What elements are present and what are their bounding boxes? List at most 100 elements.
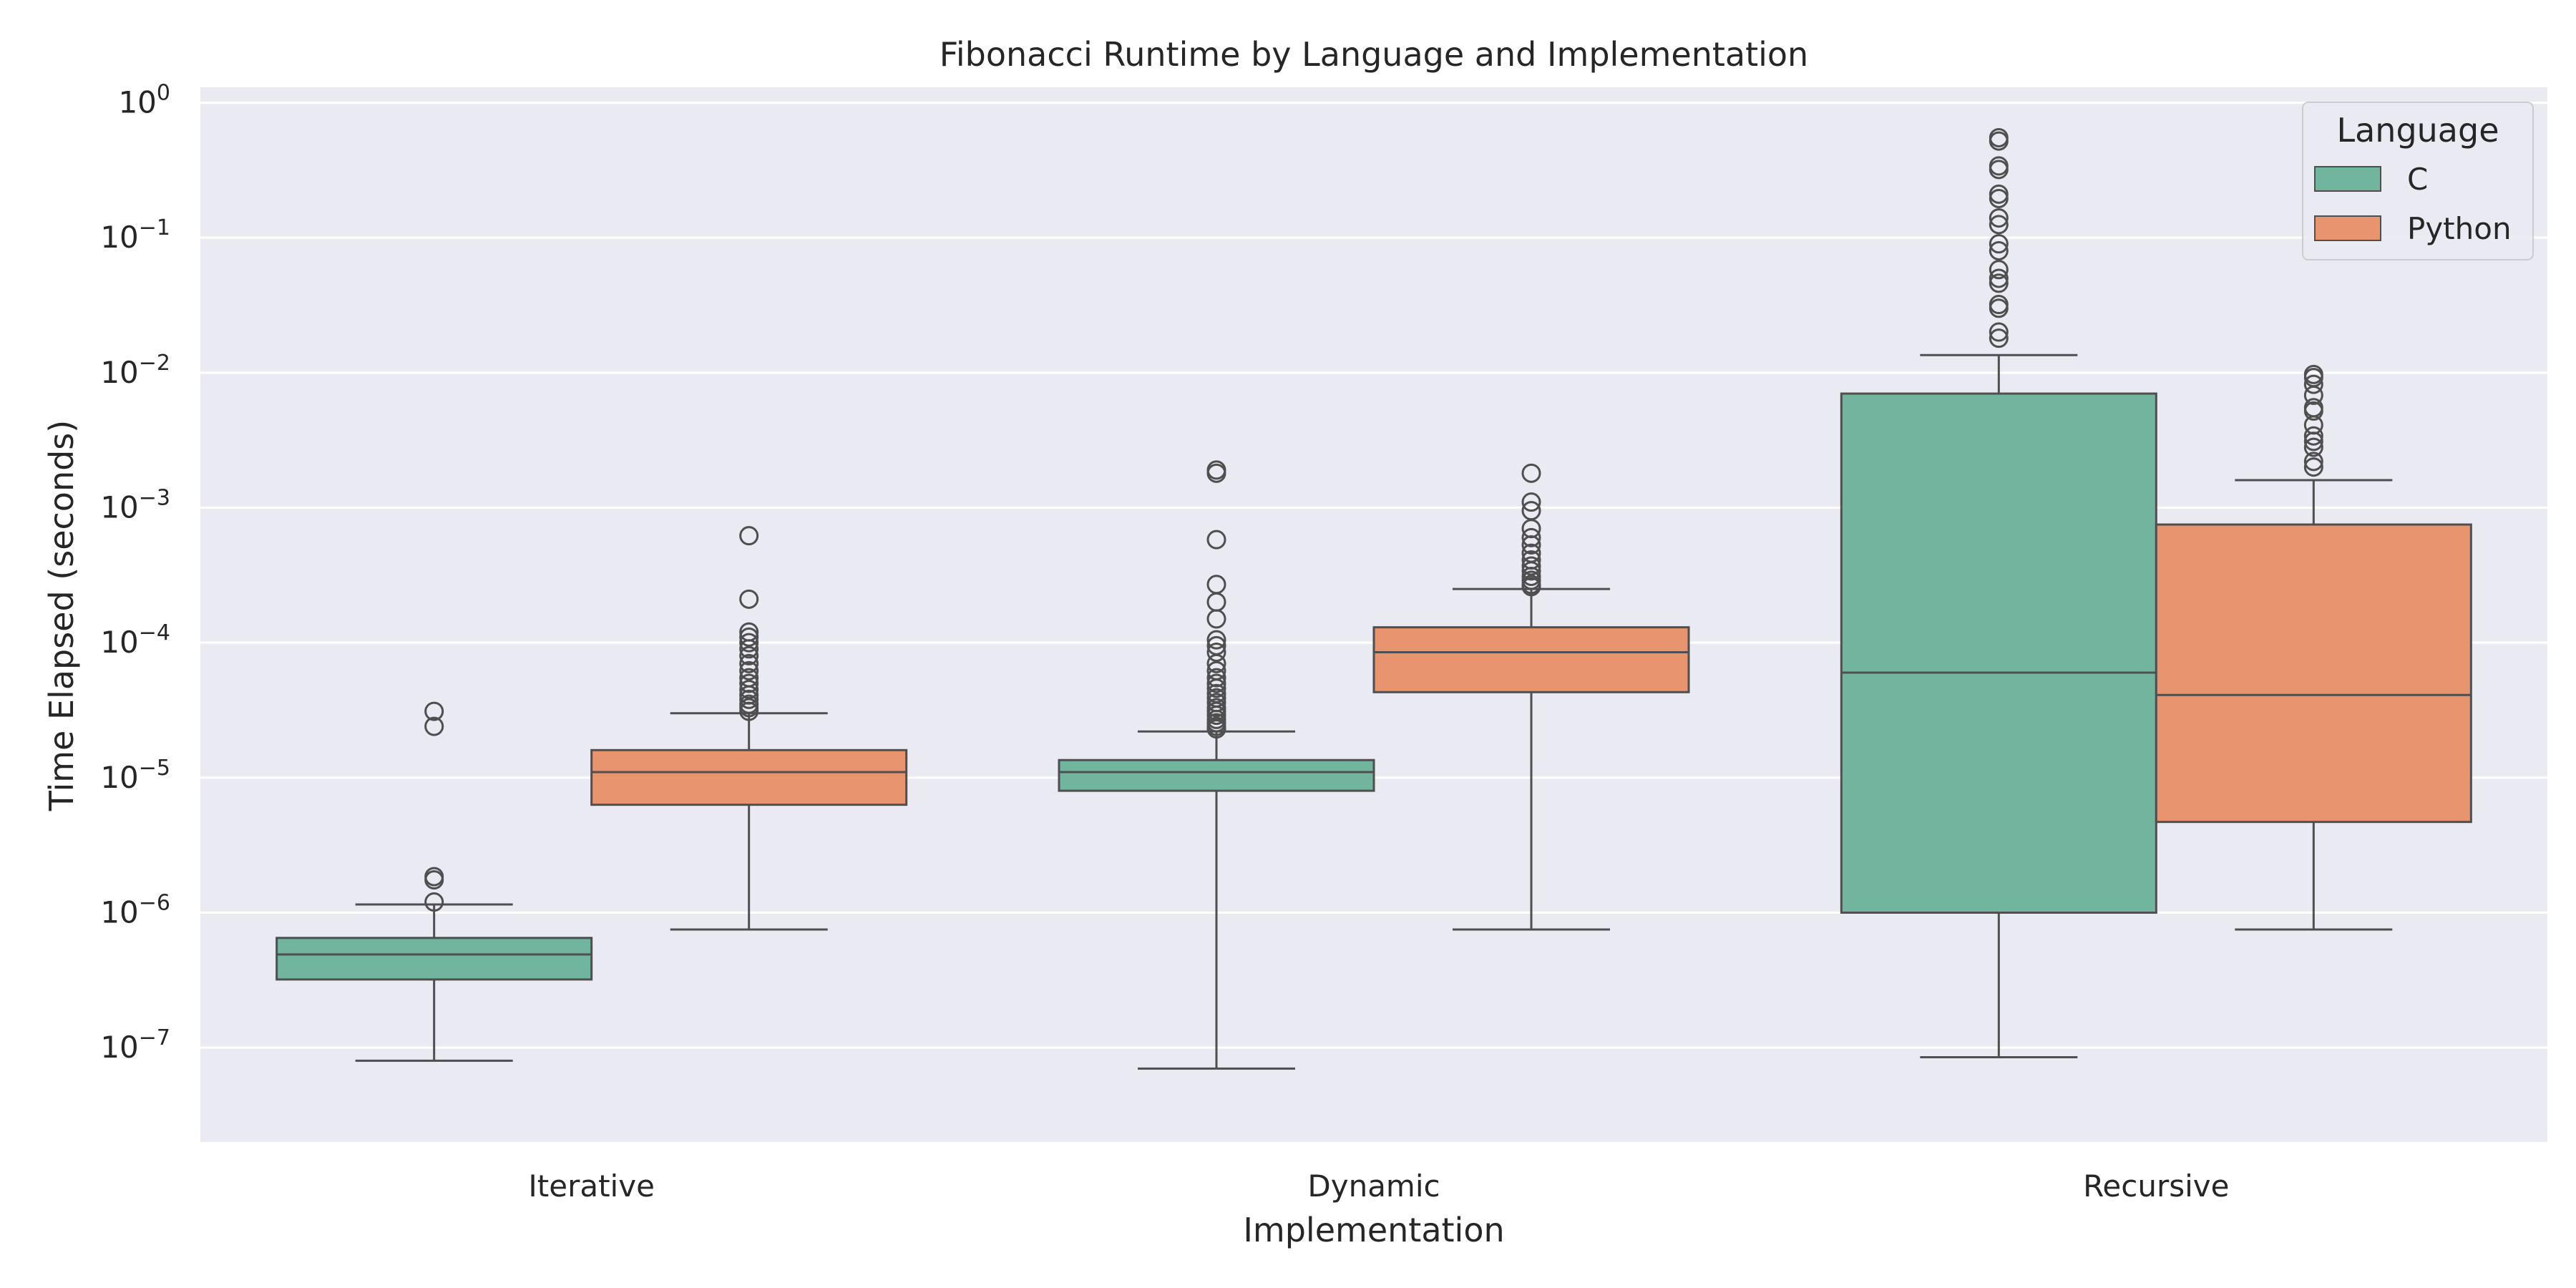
- outlier-point: [1206, 642, 1226, 662]
- outlier-point: [1989, 188, 2009, 208]
- outlier-point: [1521, 556, 1541, 576]
- y-tick-label: 10−1: [100, 215, 170, 255]
- outlier-point: [1206, 630, 1226, 650]
- outlier-point: [1206, 463, 1226, 483]
- y-tick-base: 10: [100, 894, 138, 930]
- y-tick-exponent: −1: [139, 215, 170, 240]
- outlier-point: [1521, 577, 1541, 597]
- x-tick-label: Dynamic: [1307, 1169, 1440, 1204]
- y-tick-exponent: 0: [157, 80, 170, 105]
- legend-swatch-c: [2314, 166, 2381, 192]
- y-tick-base: 10: [100, 355, 138, 390]
- box-iqr: [1372, 626, 1690, 693]
- y-tick-exponent: −4: [139, 620, 170, 645]
- outlier-point: [1521, 492, 1541, 512]
- box-c-dynamic: [1058, 460, 1375, 1070]
- y-tick-base: 10: [100, 1030, 138, 1065]
- legend-swatch-python: [2314, 215, 2381, 241]
- y-tick-label: 10−5: [100, 756, 170, 795]
- outlier-point: [1989, 273, 2009, 293]
- outlier-point: [739, 701, 759, 721]
- outlier-point: [1989, 322, 2009, 342]
- outlier-point: [2303, 452, 2323, 472]
- y-tick-base: 10: [100, 760, 138, 795]
- outlier-point: [1521, 561, 1541, 581]
- y-tick-label: 10−3: [100, 485, 170, 525]
- outlier-point: [1989, 240, 2009, 260]
- box-iqr: [1840, 392, 2157, 914]
- outlier-point: [2303, 426, 2323, 446]
- x-tick-labels: Iterative Dynamic Recursive: [528, 1169, 2229, 1204]
- box-c-recursive: [1840, 127, 2157, 1058]
- legend-label-python: Python: [2407, 211, 2512, 246]
- outlier-point: [1989, 298, 2009, 318]
- outlier-point: [1989, 234, 2009, 254]
- y-tick-exponent: −3: [139, 485, 170, 510]
- outlier-point: [2303, 431, 2323, 452]
- outlier-point: [2303, 437, 2323, 457]
- outlier-point: [739, 633, 759, 653]
- outlier-point: [1989, 215, 2009, 235]
- outlier-point: [424, 716, 444, 736]
- outlier-point: [739, 589, 759, 609]
- box-c-iterative: [275, 701, 593, 1062]
- x-tick-label: Iterative: [528, 1169, 655, 1204]
- outlier-point: [1206, 609, 1226, 629]
- outlier-point: [739, 689, 759, 709]
- x-axis-label: Implementation: [1243, 1211, 1504, 1249]
- outlier-point: [1989, 131, 2009, 151]
- outlier-point: [739, 673, 759, 693]
- outlier-point: [1989, 160, 2009, 180]
- outlier-point: [2303, 374, 2323, 394]
- outlier-point: [2303, 457, 2323, 477]
- outlier-point: [1206, 673, 1226, 693]
- boxes: [275, 127, 2472, 1070]
- box-python-iterative: [590, 526, 908, 931]
- y-axis-label: Time Elapsed (seconds): [42, 420, 81, 811]
- x-tick-label: Recursive: [2083, 1169, 2229, 1204]
- y-tick-label: 10−2: [100, 351, 170, 390]
- outlier-point: [1521, 527, 1541, 547]
- y-tick-label: 100: [118, 80, 170, 119]
- outlier-point: [1521, 463, 1541, 483]
- outlier-point: [2303, 401, 2323, 421]
- y-tick-base: 10: [100, 489, 138, 525]
- y-tick-exponent: −5: [139, 756, 170, 781]
- y-tick-exponent: −7: [139, 1025, 170, 1050]
- outlier-point: [739, 526, 759, 546]
- outlier-point: [1206, 719, 1226, 739]
- outlier-point: [424, 870, 444, 890]
- y-tick-base: 10: [118, 84, 156, 119]
- y-tick-exponent: −2: [139, 351, 170, 376]
- box-python-dynamic: [1372, 463, 1690, 931]
- legend: Language C Python: [2302, 102, 2534, 260]
- outlier-point: [1206, 668, 1226, 688]
- legend-label-c: C: [2407, 162, 2428, 197]
- outlier-point: [2303, 385, 2323, 405]
- outlier-point: [1206, 653, 1226, 673]
- y-tick-label: 10−6: [100, 890, 170, 930]
- outlier-point: [739, 639, 759, 659]
- y-tick-base: 10: [100, 220, 138, 255]
- outlier-point: [424, 701, 444, 721]
- y-tick-exponent: −6: [139, 890, 170, 915]
- box-python-recursive: [2155, 364, 2472, 931]
- outlier-point: [1206, 678, 1226, 698]
- box-iqr: [2155, 523, 2472, 824]
- y-tick-base: 10: [100, 625, 138, 660]
- outlier-point: [1989, 268, 2009, 288]
- outlier-point: [739, 627, 759, 647]
- outlier-point: [1989, 260, 2009, 280]
- outlier-point: [1989, 328, 2009, 348]
- outlier-point: [739, 653, 759, 673]
- y-tick-label: 10−4: [100, 620, 170, 660]
- outlier-point: [1989, 208, 2009, 228]
- box-iqr: [1058, 758, 1375, 792]
- outlier-point: [424, 892, 444, 912]
- outlier-point: [739, 645, 759, 665]
- box-iqr: [590, 748, 908, 806]
- outlier-point: [1521, 535, 1541, 555]
